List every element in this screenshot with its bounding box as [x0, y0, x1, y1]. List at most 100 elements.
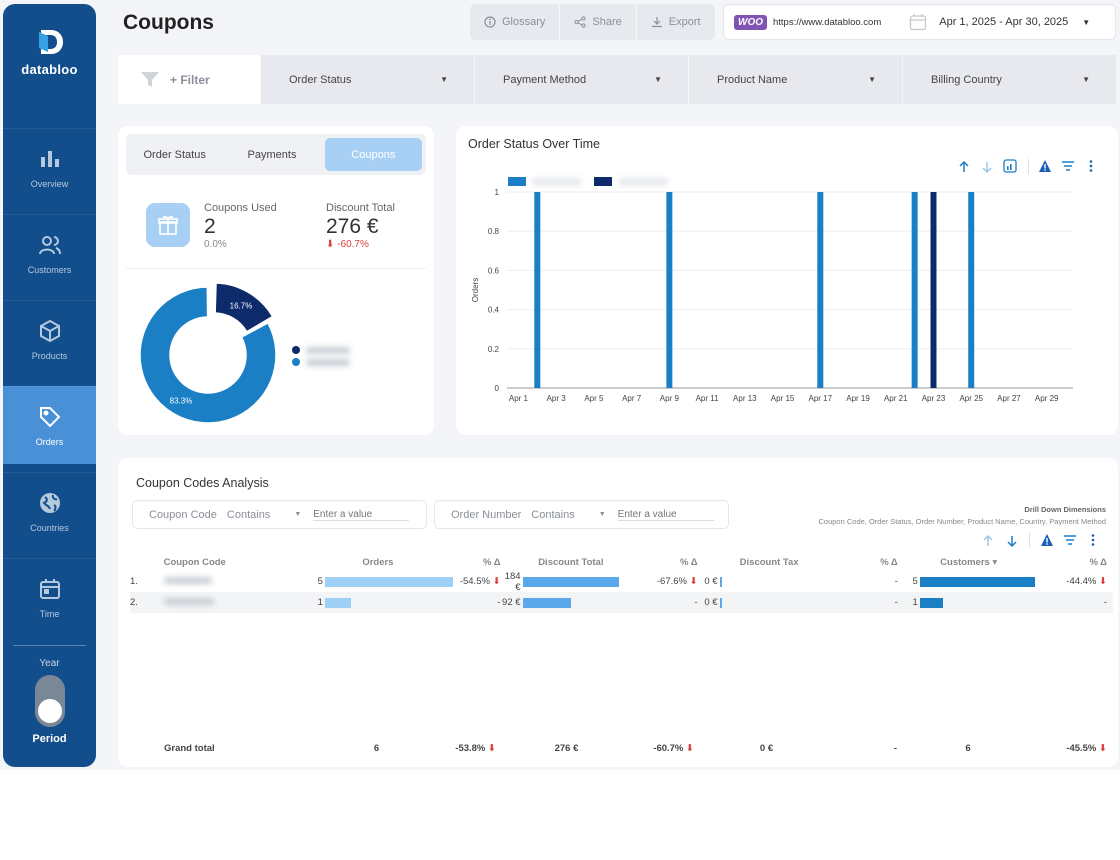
bar-value: 1	[317, 597, 323, 608]
tab-payments[interactable]: Payments	[247, 148, 297, 161]
chart-settings-icon[interactable]	[1003, 159, 1017, 173]
legend-swatch	[594, 177, 612, 186]
chart-bar[interactable]	[930, 192, 937, 388]
filter-billing-country[interactable]: Billing Country ▼	[902, 55, 1116, 104]
order-number-input[interactable]	[617, 508, 714, 521]
date-range-selector[interactable]: Apr 1, 2025 - Apr 30, 2025	[939, 16, 1069, 28]
donut-slice[interactable]	[139, 286, 277, 424]
col-discount-tax[interactable]: Discount Tax	[739, 556, 799, 568]
sidebar-item-label: Time	[39, 609, 60, 619]
divider	[126, 268, 426, 269]
sidebar-item-overview[interactable]: Overview	[3, 128, 96, 206]
sort-asc-icon[interactable]	[981, 534, 995, 548]
table-body: 1. 5 -54.5% ⬇ 184 € -67.6% ⬇ 0 € -5 -44.4% ⬇ 2. 1…	[130, 571, 1113, 613]
x-tick-label: Apr 29	[1035, 394, 1059, 403]
donut-slice[interactable]	[214, 282, 274, 333]
sidebar-item-orders[interactable]: Orders	[3, 386, 96, 464]
year-period-toggle[interactable]	[34, 675, 65, 727]
export-button[interactable]: Export	[637, 4, 715, 40]
filter-payment-method[interactable]: Payment Method ▼	[474, 55, 688, 104]
grand-total-discount: 276 €	[554, 743, 579, 754]
col-discount-delta[interactable]: % Δ	[680, 556, 698, 568]
more-vert-icon[interactable]	[1086, 533, 1100, 547]
sort-desc-icon[interactable]	[980, 160, 994, 174]
woocommerce-logo: WOO	[734, 14, 767, 30]
sidebar-item-customers[interactable]: Customers	[3, 214, 96, 292]
grand-total-row: Grand total 6 -53.8% ⬇ 276 € -60.7% ⬇ 0 …	[130, 738, 1113, 759]
row-index: 1.	[130, 576, 138, 587]
calendar-icon[interactable]	[909, 13, 927, 31]
coupon-code-input[interactable]	[313, 508, 410, 521]
chevron-down-icon[interactable]: ▼	[1082, 17, 1091, 27]
x-tick-label: Apr 7	[622, 394, 642, 403]
match-mode-select[interactable]: Contains ▼	[531, 509, 605, 521]
chevron-down-icon: ▼	[1082, 75, 1090, 84]
x-tick-label: Apr 15	[771, 394, 795, 403]
coupon-donut-chart: 16.7% 83.3%	[139, 282, 277, 424]
coupon-codes-table: Coupon Code Orders % Δ Discount Total % …	[130, 553, 1113, 613]
sort-asc-icon[interactable]	[957, 160, 971, 174]
tab-coupons[interactable]: Coupons	[324, 138, 422, 171]
index-header	[130, 553, 160, 571]
chart-bar[interactable]	[911, 192, 918, 388]
users-icon	[38, 236, 61, 255]
chart-bar[interactable]	[968, 192, 975, 388]
col-customers[interactable]: Customers ▾	[940, 556, 998, 568]
warning-icon[interactable]	[1040, 533, 1054, 547]
tab-order-status[interactable]: Order Status	[143, 148, 206, 161]
coupons-used-value: 2	[204, 215, 216, 238]
bar-cell-wrap: 0 €	[698, 571, 841, 592]
add-filter-button[interactable]: + Filter	[118, 55, 260, 104]
bar-cell-wrap: 0 €	[698, 592, 841, 613]
col-orders-delta[interactable]: % Δ	[482, 556, 501, 568]
legend-dot	[292, 358, 300, 366]
filter-order-status[interactable]: Order Status ▼	[260, 55, 474, 104]
grand-total-customers-delta: -45.5% ⬇	[1039, 738, 1113, 759]
col-coupon-code[interactable]: Coupon Code	[163, 556, 226, 568]
search-field-label: Order Number	[451, 508, 522, 521]
chevron-down-icon: ▼	[654, 75, 662, 84]
chart-bar[interactable]	[666, 192, 673, 388]
discount-total-cell: 92 €	[500, 592, 642, 613]
filter-product-name[interactable]: Product Name ▼	[688, 55, 902, 104]
col-orders[interactable]: Orders	[362, 556, 394, 568]
globe-icon	[39, 493, 60, 513]
coupon-code-search: Coupon Code Contains ▼	[132, 500, 427, 529]
table-row[interactable]: 1. 5 -54.5% ⬇ 184 € -67.6% ⬇ 0 € -5 -44.4% ⬇	[130, 571, 1113, 593]
filter-lines-icon[interactable]	[1061, 159, 1075, 173]
toggle-knob[interactable]	[37, 699, 62, 723]
discount-delta-cell: -67.6% ⬇	[641, 571, 698, 592]
chart-bar[interactable]	[534, 192, 541, 388]
x-tick-label: Apr 19	[846, 394, 870, 403]
sidebar-item-products[interactable]: Products	[3, 300, 96, 378]
more-vert-icon[interactable]	[1084, 159, 1098, 173]
bar-value: 92 €	[502, 597, 521, 608]
warning-icon[interactable]	[1038, 159, 1052, 173]
drill-down-dimensions[interactable]: Drill Down Dimensions Coupon Code, Order…	[819, 504, 1107, 528]
col-customers-delta[interactable]: % Δ	[1089, 556, 1107, 568]
col-discount-total[interactable]: Discount Total	[538, 556, 604, 568]
x-tick-label: Apr 21	[884, 394, 908, 403]
sidebar-item-time[interactable]: Time	[3, 558, 96, 636]
match-mode-select[interactable]: Contains ▼	[227, 509, 301, 521]
glossary-button[interactable]: Glossary	[470, 4, 561, 40]
sidebar-item-countries[interactable]: Countries	[3, 472, 96, 550]
delta-value: -54.5%	[459, 576, 490, 587]
delta-value: -	[497, 597, 501, 608]
filter-lines-icon[interactable]	[1063, 533, 1077, 547]
glossary-label: Glossary	[502, 16, 546, 28]
chart-bar[interactable]	[817, 192, 824, 388]
export-label: Export	[668, 16, 701, 28]
share-button[interactable]: Share	[560, 4, 637, 40]
col-tax-delta[interactable]: % Δ	[880, 556, 898, 568]
delta-value: -	[694, 597, 698, 608]
customers-delta-cell: -	[1039, 592, 1113, 613]
sort-desc-icon[interactable]	[1005, 534, 1019, 548]
delta-value: -	[1103, 597, 1107, 608]
gift-icon	[146, 203, 190, 247]
x-tick-label: Apr 25	[959, 394, 983, 403]
table-row[interactable]: 2. 1-92 € -0 € -1-	[130, 592, 1113, 613]
grand-total-label: Grand total	[164, 743, 215, 754]
brand-logo[interactable]: databloo	[3, 26, 96, 77]
grand-total-index	[130, 738, 160, 759]
